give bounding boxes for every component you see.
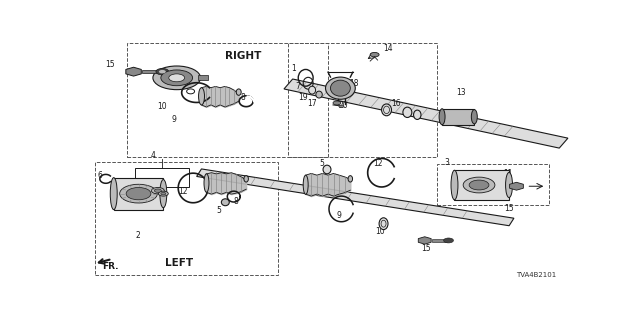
Text: 11: 11 xyxy=(145,192,154,201)
Circle shape xyxy=(469,180,489,190)
Ellipse shape xyxy=(244,176,248,182)
Text: 17: 17 xyxy=(307,100,316,108)
Circle shape xyxy=(154,189,161,192)
Circle shape xyxy=(158,191,168,196)
Bar xyxy=(134,168,189,188)
Ellipse shape xyxy=(308,86,316,94)
Ellipse shape xyxy=(451,170,458,200)
Polygon shape xyxy=(196,169,514,226)
Text: 15: 15 xyxy=(504,204,514,213)
Text: 12: 12 xyxy=(179,187,188,196)
Text: 14: 14 xyxy=(384,44,394,53)
Text: 10: 10 xyxy=(157,102,166,111)
Ellipse shape xyxy=(413,110,421,119)
Ellipse shape xyxy=(381,104,392,116)
Ellipse shape xyxy=(204,174,209,192)
Ellipse shape xyxy=(323,165,331,174)
Ellipse shape xyxy=(198,88,205,105)
Text: 1: 1 xyxy=(291,64,296,73)
Text: 6: 6 xyxy=(97,171,102,180)
Circle shape xyxy=(161,192,166,195)
Ellipse shape xyxy=(110,178,117,210)
Text: 12: 12 xyxy=(373,159,382,168)
Text: 15: 15 xyxy=(421,244,431,253)
Text: 5: 5 xyxy=(216,206,221,215)
Text: 9: 9 xyxy=(337,211,342,220)
Ellipse shape xyxy=(236,89,241,95)
Text: RIGHT: RIGHT xyxy=(225,51,262,61)
Text: 11: 11 xyxy=(503,169,512,179)
Text: 16: 16 xyxy=(392,99,401,108)
Text: 15: 15 xyxy=(105,60,115,69)
Polygon shape xyxy=(126,67,141,76)
Bar xyxy=(143,70,163,73)
Ellipse shape xyxy=(160,180,167,208)
Text: 9: 9 xyxy=(172,115,177,124)
Polygon shape xyxy=(509,182,524,190)
Text: 20: 20 xyxy=(338,101,348,110)
Bar xyxy=(454,170,509,200)
Circle shape xyxy=(159,70,166,73)
Text: 8: 8 xyxy=(234,196,239,205)
Ellipse shape xyxy=(326,77,355,99)
Circle shape xyxy=(152,188,164,194)
Bar xyxy=(114,178,163,210)
Circle shape xyxy=(120,184,157,203)
Text: 5: 5 xyxy=(319,159,324,168)
Text: 8: 8 xyxy=(240,92,245,101)
Text: 18: 18 xyxy=(349,79,358,89)
Text: LEFT: LEFT xyxy=(165,258,193,268)
Bar xyxy=(442,108,474,124)
Circle shape xyxy=(370,52,379,57)
Text: 7: 7 xyxy=(296,83,301,92)
Text: 13: 13 xyxy=(456,88,466,97)
Circle shape xyxy=(161,70,193,86)
Circle shape xyxy=(463,177,495,193)
Ellipse shape xyxy=(330,80,350,96)
Ellipse shape xyxy=(506,172,513,197)
Polygon shape xyxy=(419,237,431,244)
Text: 2: 2 xyxy=(135,230,140,240)
Text: 10: 10 xyxy=(375,227,385,236)
Circle shape xyxy=(153,66,200,90)
Text: 3: 3 xyxy=(445,157,449,167)
Text: TVA4B2101: TVA4B2101 xyxy=(516,272,556,278)
Circle shape xyxy=(444,238,454,243)
Ellipse shape xyxy=(303,175,308,194)
Ellipse shape xyxy=(403,107,412,117)
Circle shape xyxy=(339,105,344,108)
Text: 4: 4 xyxy=(151,151,156,160)
Bar xyxy=(432,239,447,242)
Ellipse shape xyxy=(379,218,388,230)
Circle shape xyxy=(169,74,185,82)
Polygon shape xyxy=(284,79,568,148)
Circle shape xyxy=(156,68,169,75)
Circle shape xyxy=(126,188,151,200)
Ellipse shape xyxy=(221,199,229,206)
Ellipse shape xyxy=(348,176,353,182)
Bar xyxy=(198,75,209,80)
Text: 19: 19 xyxy=(298,92,307,101)
Circle shape xyxy=(333,101,341,105)
Ellipse shape xyxy=(471,110,477,124)
Ellipse shape xyxy=(439,109,445,125)
Ellipse shape xyxy=(316,91,323,98)
Text: FR.: FR. xyxy=(102,262,119,271)
